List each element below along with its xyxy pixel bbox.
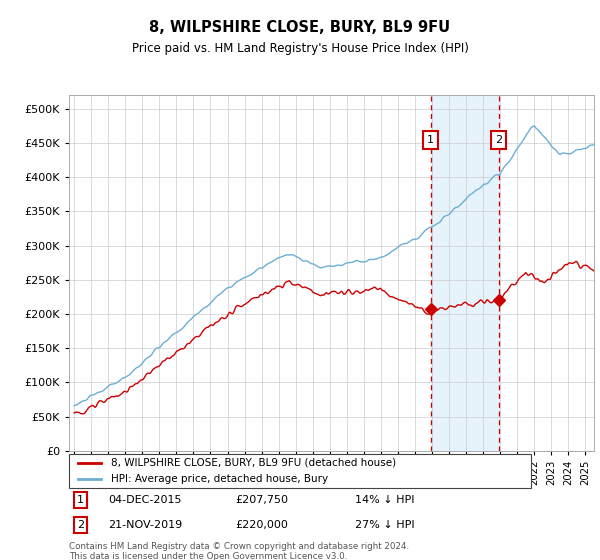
Text: Contains HM Land Registry data © Crown copyright and database right 2024.
This d: Contains HM Land Registry data © Crown c… bbox=[69, 542, 409, 560]
Text: 04-DEC-2015: 04-DEC-2015 bbox=[108, 494, 182, 505]
Text: HPI: Average price, detached house, Bury: HPI: Average price, detached house, Bury bbox=[110, 474, 328, 484]
Bar bbox=[431, 95, 499, 451]
Text: 2: 2 bbox=[77, 520, 84, 530]
Text: 27% ↓ HPI: 27% ↓ HPI bbox=[355, 520, 415, 530]
Text: £207,750: £207,750 bbox=[235, 494, 289, 505]
Text: 1: 1 bbox=[77, 494, 84, 505]
Text: 1: 1 bbox=[427, 134, 434, 144]
Text: 8, WILPSHIRE CLOSE, BURY, BL9 9FU (detached house): 8, WILPSHIRE CLOSE, BURY, BL9 9FU (detac… bbox=[110, 458, 396, 468]
Text: 2: 2 bbox=[495, 134, 502, 144]
FancyBboxPatch shape bbox=[69, 454, 531, 488]
Text: 21-NOV-2019: 21-NOV-2019 bbox=[108, 520, 182, 530]
Text: Price paid vs. HM Land Registry's House Price Index (HPI): Price paid vs. HM Land Registry's House … bbox=[131, 42, 469, 55]
Text: £220,000: £220,000 bbox=[235, 520, 288, 530]
Text: 8, WILPSHIRE CLOSE, BURY, BL9 9FU: 8, WILPSHIRE CLOSE, BURY, BL9 9FU bbox=[149, 20, 451, 35]
Text: 14% ↓ HPI: 14% ↓ HPI bbox=[355, 494, 415, 505]
